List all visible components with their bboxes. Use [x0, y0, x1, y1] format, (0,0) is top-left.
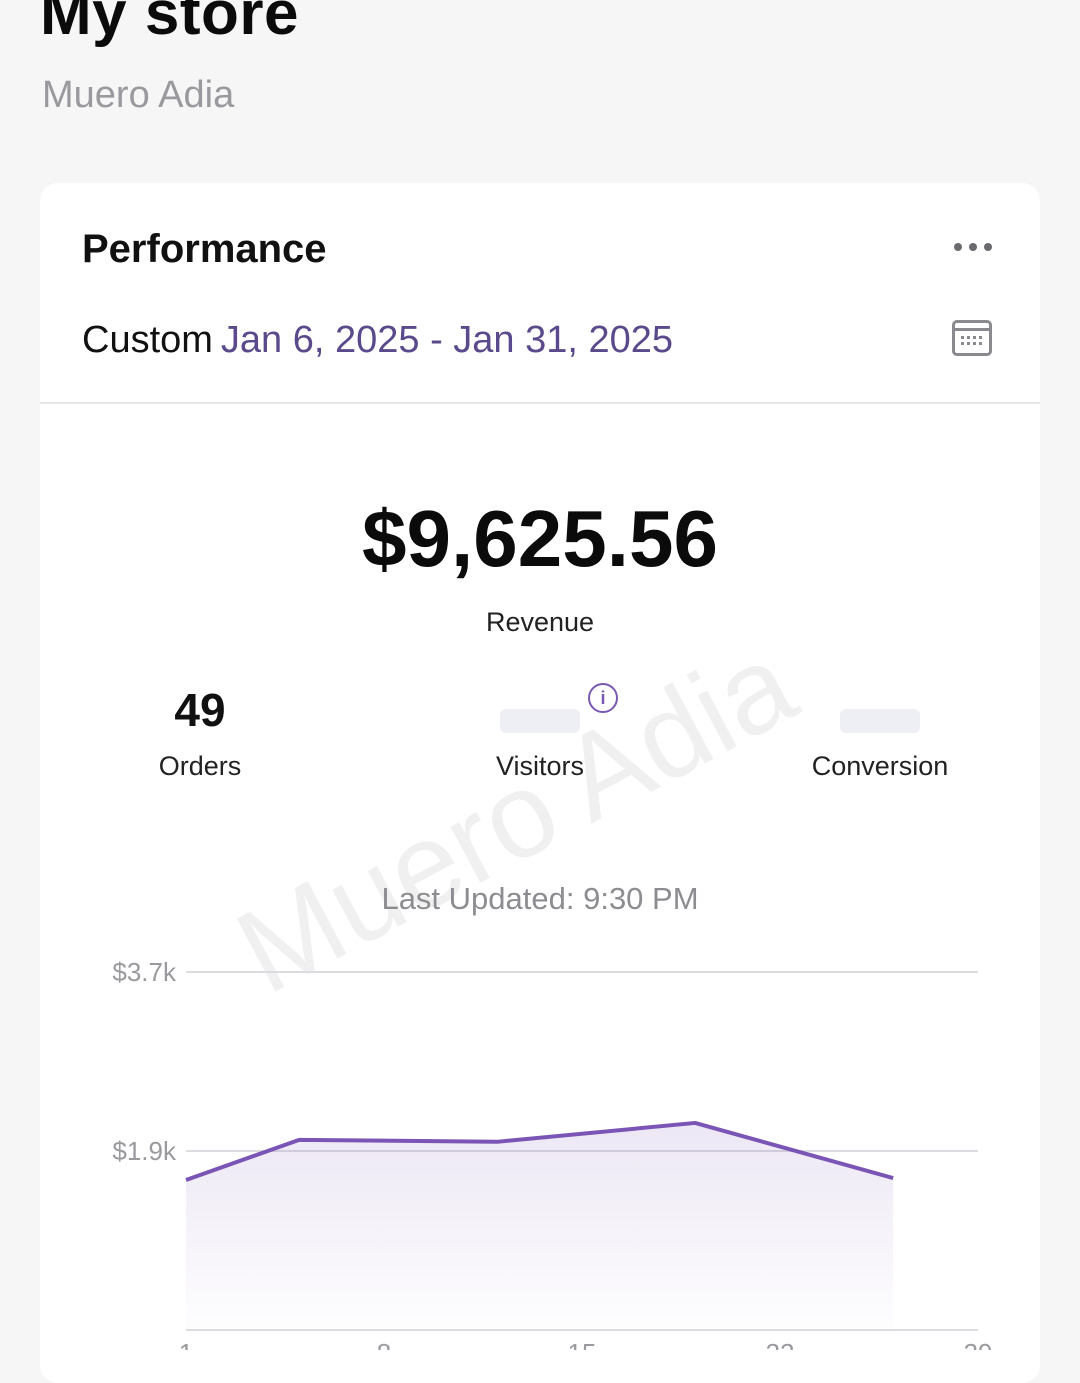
- x-tick-label: 29: [964, 1338, 993, 1350]
- orders-value: 49: [174, 684, 226, 736]
- chart-area: [186, 1122, 894, 1330]
- store-title: My store: [40, 0, 299, 48]
- conversion-label: Conversion: [811, 751, 949, 781]
- x-tick-label: 22: [766, 1338, 795, 1350]
- info-icon[interactable]: i: [588, 683, 618, 713]
- metric-visitors[interactable]: Visitors: [420, 683, 660, 782]
- x-tick-label: 1: [179, 1338, 193, 1350]
- metric-orders[interactable]: 49 Orders: [80, 683, 320, 782]
- calendar-icon[interactable]: [952, 320, 992, 356]
- conversion-loading: [840, 709, 920, 733]
- card-title: Performance: [82, 227, 327, 271]
- visitors-loading: [500, 709, 580, 733]
- revenue-value: $9,625.56: [362, 494, 718, 583]
- range-label: Custom: [82, 319, 213, 361]
- orders-label: Orders: [158, 751, 242, 781]
- last-updated: Last Updated: 9:30 PM: [381, 881, 699, 916]
- store-owner: Muero Adia: [42, 74, 235, 116]
- ellipsis-icon[interactable]: [954, 243, 992, 251]
- metric-conversion[interactable]: Conversion: [760, 683, 1000, 782]
- date-range[interactable]: Custom Jan 6, 2025 - Jan 31, 2025: [82, 319, 673, 362]
- y-tick-label: $1.9k: [112, 1136, 177, 1166]
- chart-line: [185, 1120, 894, 1182]
- range-dates: Jan 6, 2025 - Jan 31, 2025: [220, 319, 674, 361]
- divider: [40, 402, 1040, 404]
- x-tick-label: 15: [568, 1338, 597, 1350]
- visitors-label: Visitors: [495, 751, 585, 781]
- y-tick-label: $3.7k: [112, 957, 177, 987]
- revenue-label: Revenue: [485, 607, 595, 637]
- revenue-chart: $1.9k $3.7k 1 8 15 22 29: [112, 957, 993, 1350]
- x-tick-label: 8: [377, 1338, 391, 1350]
